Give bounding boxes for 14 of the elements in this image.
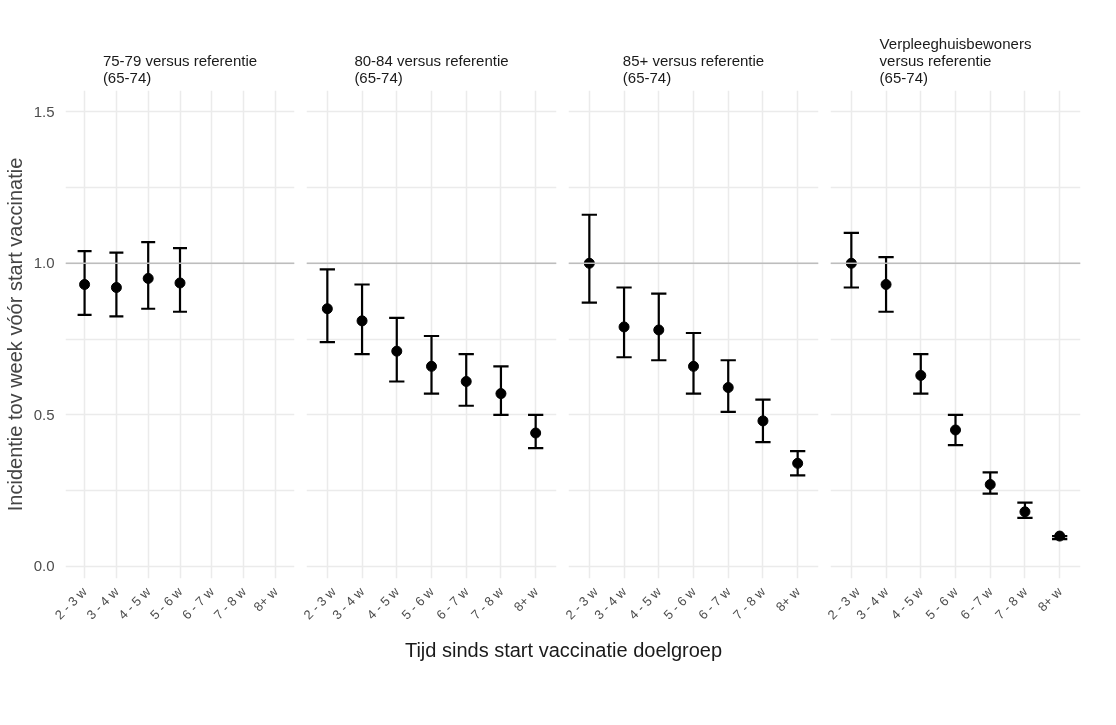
- x-tick-label: 8+ w: [510, 583, 542, 615]
- y-tick-label: 1.5: [33, 102, 55, 120]
- chart-title: Verpleeghuisbewoners versus referentie (65-74): [879, 34, 1032, 86]
- chart-title: 75-79 versus referentie (65-74): [102, 51, 258, 86]
- chart-title: 85+ versus referentie (65-74): [622, 51, 765, 86]
- x-tick-label: 8+ w: [772, 583, 804, 615]
- y-tick-label: 1.0: [33, 254, 55, 272]
- y-tick-label: 0.5: [33, 405, 55, 423]
- x-tick-label: 8+ w: [1034, 583, 1066, 615]
- y-tick-label: 0.0: [33, 557, 55, 575]
- chart-title: 80-84 versus referentie (65-74): [354, 51, 509, 86]
- x-tick-label: 8+ w: [250, 583, 282, 615]
- x-axis-title: Tijd sinds start vaccinatie doelgroep: [404, 638, 723, 661]
- y-axis-title: Incidentie tov week vóór start vaccinatie: [3, 157, 26, 512]
